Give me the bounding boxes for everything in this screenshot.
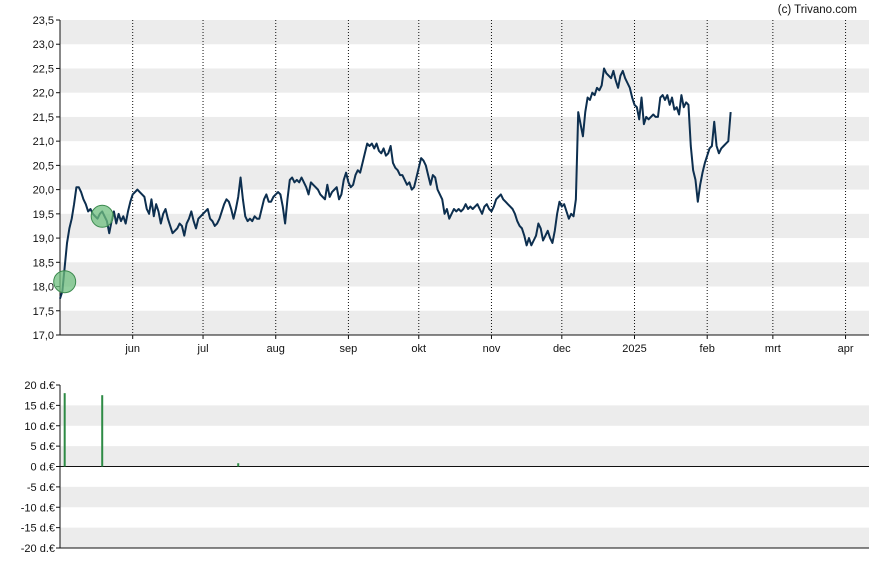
- x-tick-label: nov: [483, 343, 501, 355]
- y-tick-label: 18,5: [33, 257, 54, 269]
- x-tick-label: mrt: [765, 343, 781, 355]
- x-tick-label: apr: [838, 343, 854, 355]
- grid-band: [60, 310, 869, 335]
- y-tick-label: 21,0: [33, 136, 54, 148]
- y-tick-label: 23,5: [33, 15, 54, 27]
- y-tick-label: 15 d.€: [24, 400, 55, 412]
- y-tick-label: -20 d.€: [21, 543, 55, 555]
- price-chart: jun jul aug sep okt nov dec 2025 feb mrt apr 17,0 17…: [33, 15, 869, 355]
- price-line: [59, 67, 732, 299]
- y-tick-label: 21,5: [33, 112, 54, 124]
- dividend-marker: [53, 270, 77, 294]
- grid-band: [60, 446, 869, 467]
- x-tick-label: okt: [411, 343, 426, 355]
- grid-band: [60, 405, 869, 426]
- y-tick-label: 22,0: [33, 88, 54, 100]
- y-tick-label: 20,5: [33, 160, 54, 172]
- y-tick-label: 20,0: [33, 185, 54, 197]
- x-tick-label: dec: [553, 343, 571, 355]
- grid-band: [60, 68, 869, 93]
- y-tick-label: 0 d.€: [31, 462, 55, 474]
- y-tick-label: 23,0: [33, 39, 54, 51]
- dividend-bar: [237, 463, 240, 467]
- y-tick-label: 17,5: [33, 306, 54, 318]
- y-tick-label: 20 d.€: [24, 380, 55, 392]
- grid-band: [60, 165, 869, 190]
- y-tick-label: 22,5: [33, 63, 54, 75]
- volume-chart: 20 d.€ 15 d.€ 10 d.€ 5 d.€ 0 d.€ -5 d.€ -10 d.…: [21, 380, 869, 555]
- y-tick-label: 18,0: [33, 282, 54, 294]
- y-tick-label: 19,0: [33, 233, 54, 245]
- y-tick-label: 19,5: [33, 209, 54, 221]
- x-tick-label: aug: [267, 343, 285, 355]
- y-tick-label: -5 d.€: [27, 482, 55, 494]
- grid-band: [60, 262, 869, 287]
- grid-band: [60, 116, 869, 142]
- x-tick-label: jul: [197, 343, 209, 355]
- y-tick-label: -15 d.€: [21, 523, 55, 535]
- grid-band: [60, 486, 869, 508]
- x-tick-label: sep: [340, 343, 358, 355]
- y-tick-label: -10 d.€: [21, 502, 55, 514]
- grid-band: [60, 527, 869, 548]
- dividend-marker: [90, 204, 114, 228]
- x-tick-label: jun: [124, 343, 140, 355]
- grid-band: [60, 20, 869, 45]
- credit-label: (c) Trivano.com: [778, 4, 857, 16]
- x-tick-label: 2025: [622, 343, 646, 355]
- x-tick-label: feb: [700, 343, 715, 355]
- y-tick-label: 17,0: [33, 330, 54, 342]
- y-tick-label: 5 d.€: [31, 441, 55, 453]
- y-tick-label: 10 d.€: [24, 421, 55, 433]
- dividend-bar: [63, 393, 66, 467]
- dividend-bar: [101, 395, 104, 467]
